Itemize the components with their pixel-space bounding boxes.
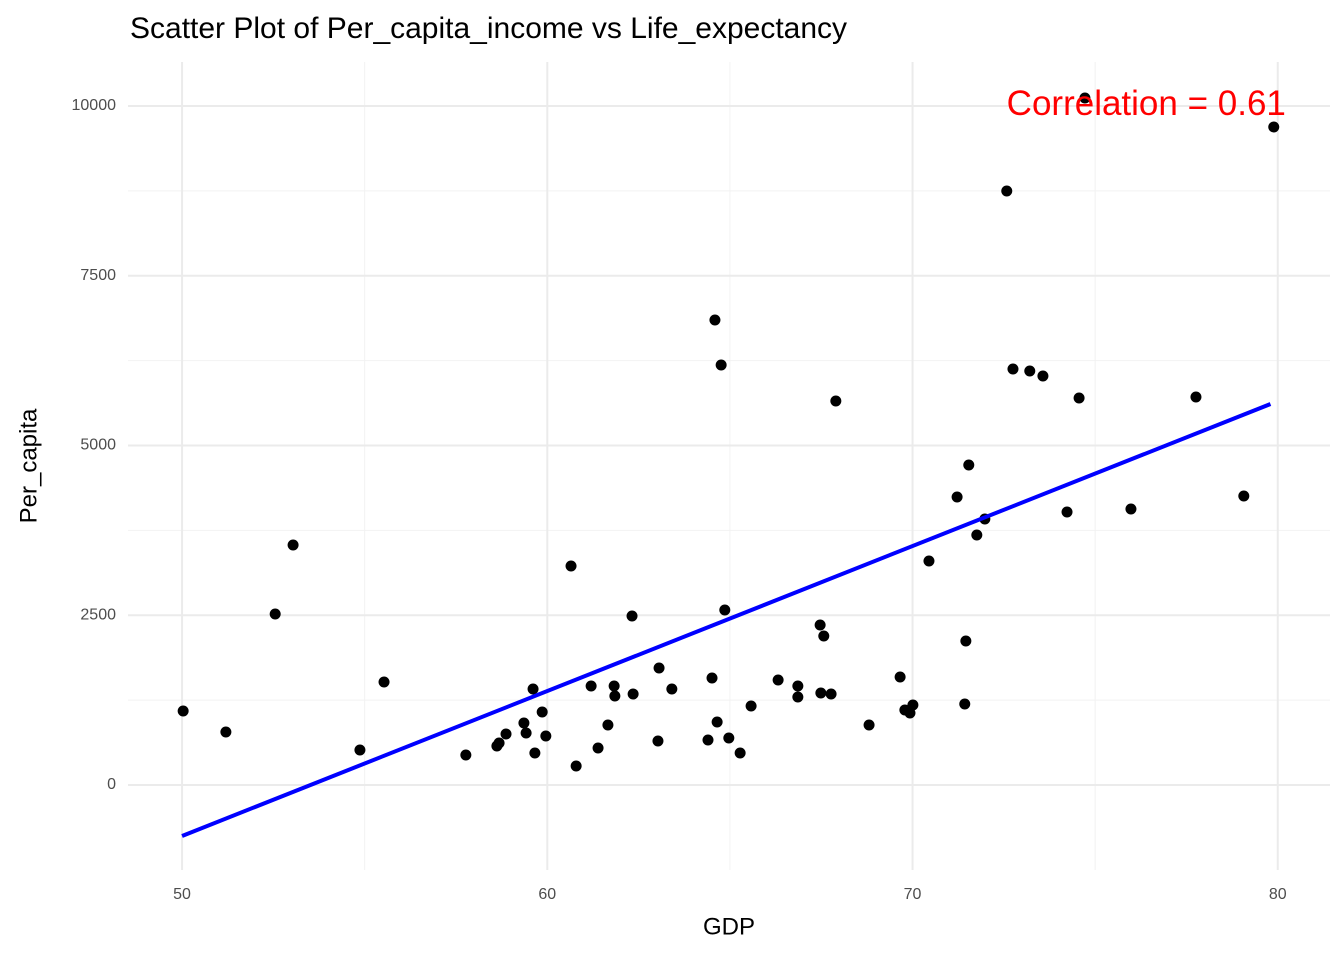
point	[825, 688, 837, 700]
point	[652, 735, 664, 747]
point	[177, 705, 189, 717]
point	[518, 717, 530, 729]
point	[1079, 92, 1091, 104]
point	[709, 314, 721, 326]
point	[585, 680, 597, 692]
point	[951, 491, 963, 503]
point	[378, 676, 390, 688]
point	[894, 671, 906, 683]
y-axis-label: Per_capita	[15, 408, 42, 523]
point	[666, 683, 678, 695]
point	[1238, 490, 1250, 502]
point	[520, 727, 532, 739]
point	[715, 359, 727, 371]
point	[815, 687, 827, 699]
point	[723, 732, 735, 744]
point	[772, 674, 784, 686]
point	[493, 737, 505, 749]
point	[734, 747, 746, 759]
y-tick-label: 5000	[80, 437, 116, 454]
point	[627, 688, 639, 700]
point	[354, 744, 366, 756]
chart-title: Scatter Plot of Per_capita_income vs Lif…	[130, 12, 847, 45]
point	[527, 683, 539, 695]
point	[460, 749, 472, 761]
point	[814, 619, 826, 631]
point	[529, 747, 541, 759]
point	[609, 690, 621, 702]
point	[971, 529, 983, 541]
point	[536, 706, 548, 718]
point	[1073, 392, 1085, 404]
point	[500, 728, 512, 740]
point	[592, 742, 604, 754]
point	[1001, 185, 1013, 197]
point	[602, 719, 614, 731]
point	[1024, 365, 1036, 377]
x-tick-label: 70	[904, 886, 922, 903]
y-tick-label: 7500	[80, 267, 116, 284]
point	[269, 608, 281, 620]
x-tick-label: 50	[173, 886, 191, 903]
point	[565, 560, 577, 572]
point	[830, 395, 842, 407]
point	[792, 680, 804, 692]
point	[626, 610, 638, 622]
point	[540, 730, 552, 742]
trend-line	[181, 402, 1272, 838]
point	[1037, 370, 1049, 382]
y-tick-label: 0	[107, 776, 116, 793]
point	[570, 760, 582, 772]
x-tick-label: 60	[538, 886, 556, 903]
point	[287, 539, 299, 551]
point	[963, 459, 975, 471]
point	[959, 698, 971, 710]
y-tick-label: 2500	[80, 606, 116, 623]
point	[1061, 506, 1073, 518]
point	[220, 726, 232, 738]
x-tick-label: 80	[1269, 886, 1287, 903]
point	[923, 555, 935, 567]
point	[608, 680, 620, 692]
point	[863, 719, 875, 731]
point	[1125, 503, 1137, 515]
point	[745, 700, 757, 712]
point	[706, 672, 718, 684]
point	[711, 716, 723, 728]
point	[792, 691, 804, 703]
point	[960, 635, 972, 647]
y-tick-label: 10000	[72, 97, 117, 114]
point	[1268, 121, 1280, 133]
point	[1190, 391, 1202, 403]
point	[653, 662, 665, 674]
point	[1007, 363, 1019, 375]
x-axis-label: GDP	[703, 913, 755, 940]
point	[907, 699, 919, 711]
point	[702, 734, 714, 746]
annotation: Correlation = 0.61	[1007, 84, 1286, 123]
point	[818, 630, 830, 642]
point	[719, 604, 731, 616]
